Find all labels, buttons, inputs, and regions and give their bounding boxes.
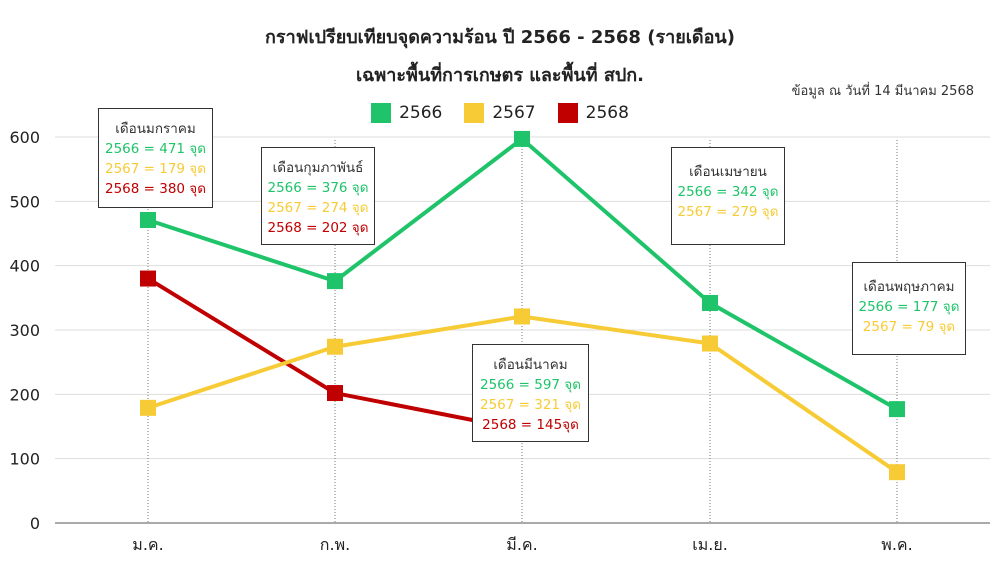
- annotation-value: 2567 = 179 จุด: [105, 161, 206, 177]
- annotation-box: เดือนพฤษภาคม 2566 = 177 จุด 2567 = 79 จุด: [852, 262, 966, 355]
- data-point-2567: [702, 335, 718, 352]
- annotation-value: 2568 = 380 จุด: [105, 181, 206, 197]
- y-tick-label: 0: [30, 514, 40, 533]
- chart-subtitle: เฉพาะพื้นที่การเกษตร และพื้นที่ สปก.: [355, 65, 645, 86]
- y-tick-label: 500: [9, 192, 40, 211]
- data-point-2566: [327, 273, 343, 290]
- x-tick-label: ก.พ.: [320, 535, 350, 554]
- y-tick-label: 200: [9, 385, 40, 404]
- annotation-value: 2566 = 376 จุด: [267, 180, 369, 196]
- data-point-2566: [889, 401, 905, 418]
- legend-label: 2566: [399, 103, 443, 123]
- data-point-2566: [514, 130, 530, 147]
- y-tick-label: 400: [9, 257, 40, 276]
- y-tick-label: 100: [9, 450, 40, 469]
- legend-item-2567: 2567: [464, 103, 536, 123]
- chart-title: กราฟเปรียบเทียบจุดความร้อน ปี 2566 - 256…: [265, 27, 735, 48]
- annotation-box: เดือนกุมภาพันธ์ 2566 = 376 จุด 2567 = 274 …: [261, 147, 375, 245]
- data-point-2567: [889, 464, 905, 481]
- x-tick-label: มี.ค.: [506, 535, 537, 554]
- annotation-box: เดือนมีนาคม 2566 = 597 จุด 2567 = 321 จุด 2…: [472, 344, 589, 442]
- annotation-heading: เดือนเมษายน: [689, 164, 767, 180]
- data-point-2566: [702, 294, 718, 311]
- legend-swatch: [464, 103, 485, 123]
- annotation-value: 2567 = 274 จุด: [267, 200, 369, 216]
- annotation-box: เดือนเมษายน 2566 = 342 จุด 2567 = 279 จุด: [671, 147, 785, 245]
- legend: 2566 2567 2568: [0, 103, 1000, 123]
- legend-label: 2567: [492, 103, 536, 123]
- annotation-value: 2567 = 279 จุด: [677, 204, 779, 220]
- annotation-value: 2567 = 321 จุด: [480, 397, 581, 413]
- annotation-value: 2567 = 79 จุด: [862, 319, 956, 335]
- legend-swatch: [557, 103, 578, 123]
- y-tick-label: 600: [9, 128, 40, 147]
- x-tick-label: ม.ค.: [132, 535, 163, 554]
- data-point-2567: [327, 338, 343, 355]
- annotation-value: 2566 = 471 จุด: [105, 141, 206, 157]
- annotation-value: 2566 = 177 จุด: [858, 299, 960, 315]
- data-point-2568: [140, 270, 156, 287]
- legend-swatch: [371, 103, 392, 123]
- annotation-value: 2566 = 342 จุด: [677, 184, 779, 200]
- data-point-2567: [514, 308, 530, 325]
- annotation-heading: เดือนมีนาคม: [493, 357, 568, 373]
- data-point-2566: [140, 211, 156, 228]
- annotation-heading: เดือนมกราคม: [115, 121, 196, 137]
- legend-item-2568: 2568: [557, 103, 629, 123]
- data-date-note: ข้อมูล ณ วันที่ 14 มีนาคม 2568: [791, 84, 974, 99]
- legend-item-2566: 2566: [371, 103, 442, 123]
- legend-label: 2568: [585, 103, 629, 123]
- annotation-heading: เดือนกุมภาพันธ์: [272, 160, 364, 176]
- data-point-2568: [327, 385, 343, 402]
- annotation-box: เดือนมกราคม 2566 = 471 จุด 2567 = 179 จุด 2…: [98, 108, 213, 208]
- annotation-value: 2566 = 597 จุด: [480, 377, 581, 393]
- annotation-value: 2568 = 202 จุด: [267, 220, 369, 236]
- annotation-value: 2568 = 145จุด: [482, 417, 579, 433]
- data-point-2567: [140, 399, 156, 416]
- x-tick-label: เม.ย.: [692, 535, 728, 554]
- annotation-heading: เดือนพฤษภาคม: [863, 279, 955, 295]
- y-tick-label: 300: [9, 321, 40, 340]
- x-tick-label: พ.ค.: [881, 535, 912, 554]
